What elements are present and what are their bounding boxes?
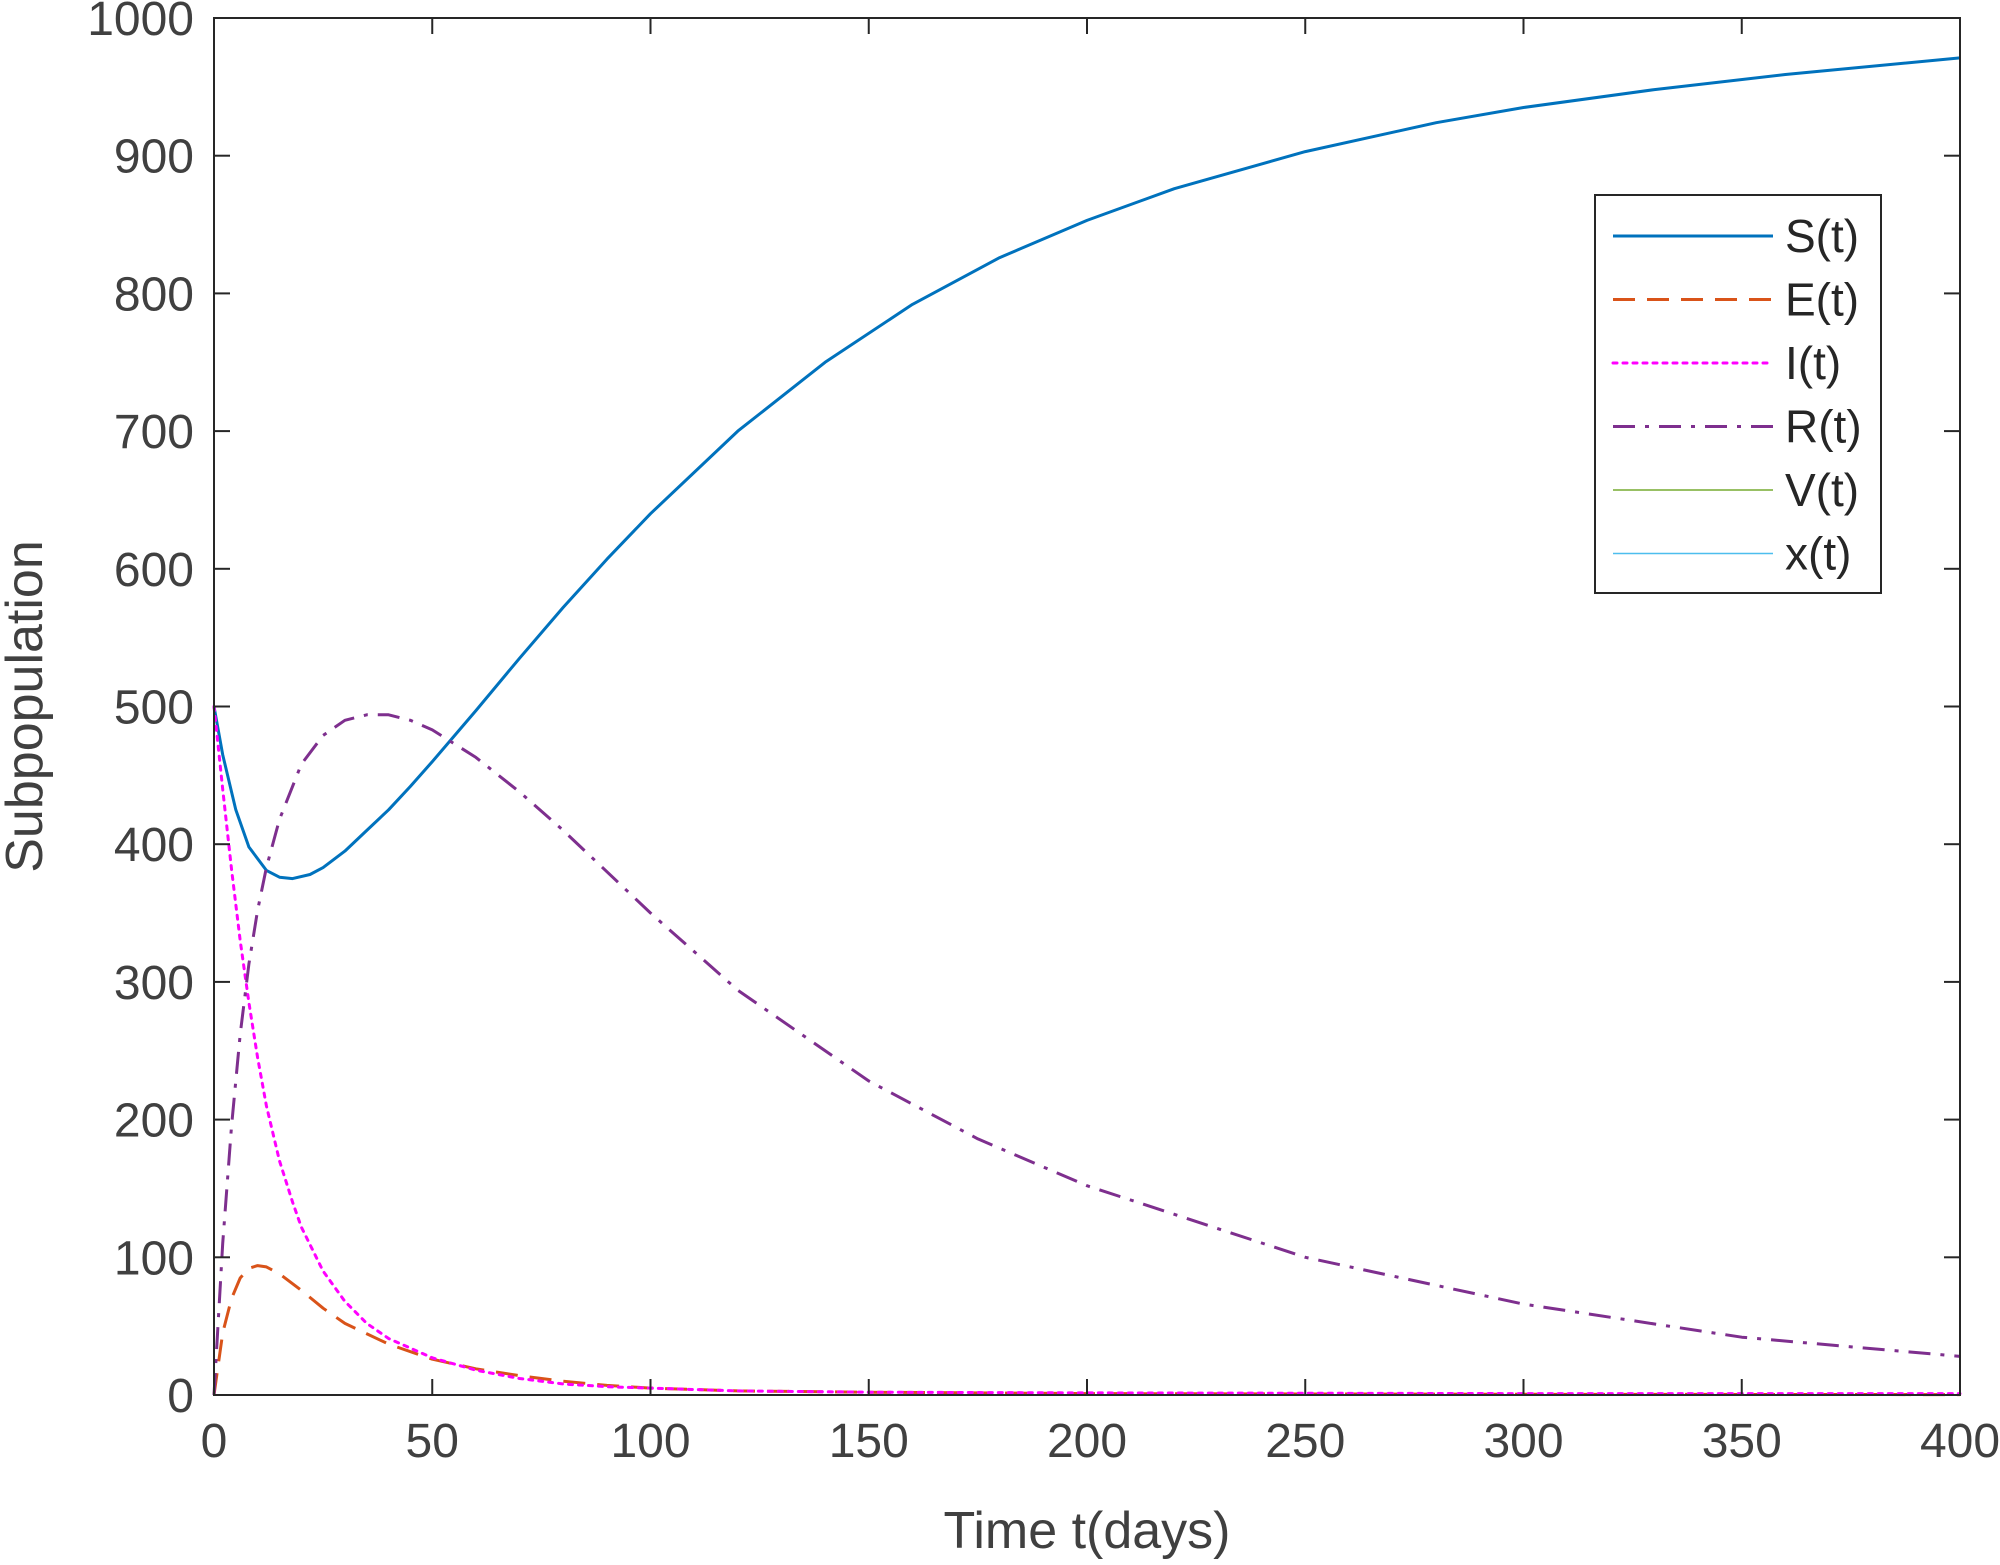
y-tick-label: 1000 <box>87 0 194 46</box>
legend-label-x: x(t) <box>1785 528 1851 580</box>
legend-label-i: I(t) <box>1785 337 1841 389</box>
ticks-group: 0 50 100 150 200 250 300 350 400 0 100 200 300 400 500… <box>87 0 2000 1468</box>
series-line-r <box>212 713 1961 1396</box>
legend-label-r: R(t) <box>1785 401 1862 453</box>
x-tick-label: 400 <box>1920 1415 2000 1468</box>
y-tick-label: 300 <box>114 957 194 1010</box>
y-tick-label: 0 <box>167 1370 194 1423</box>
x-tick-label: 50 <box>406 1415 459 1468</box>
series-line-i <box>212 705 1962 1396</box>
y-tick-label: 800 <box>114 268 194 321</box>
y-tick-label: 400 <box>114 819 194 872</box>
x-axis-title: Time t(days) <box>944 1502 1231 1560</box>
y-tick-label: 500 <box>114 682 194 735</box>
legend: S(t) E(t) I(t) R(t) V(t) x(t) <box>1594 194 1882 594</box>
y-axis-title: Subpopulation <box>0 540 54 873</box>
x-tick-label: 200 <box>1047 1415 1127 1468</box>
x-tick-label: 100 <box>610 1415 690 1468</box>
y-tick-label: 600 <box>114 544 194 597</box>
x-tick-label: 150 <box>829 1415 909 1468</box>
x-tick-label: 0 <box>201 1415 228 1468</box>
legend-label-s: S(t) <box>1785 210 1859 262</box>
y-tick-label: 700 <box>114 406 194 459</box>
legend-label-v: V(t) <box>1785 464 1859 516</box>
legend-box <box>1594 194 1882 594</box>
series-line-s <box>212 56 1961 881</box>
y-tick-label: 100 <box>114 1232 194 1285</box>
legend-label-e: E(t) <box>1785 274 1859 326</box>
x-tick-label: 250 <box>1265 1415 1345 1468</box>
x-tick-label: 350 <box>1702 1415 1782 1468</box>
y-tick-label: 200 <box>114 1095 194 1148</box>
y-tick-label: 900 <box>114 131 194 184</box>
x-tick-label: 300 <box>1483 1415 1563 1468</box>
